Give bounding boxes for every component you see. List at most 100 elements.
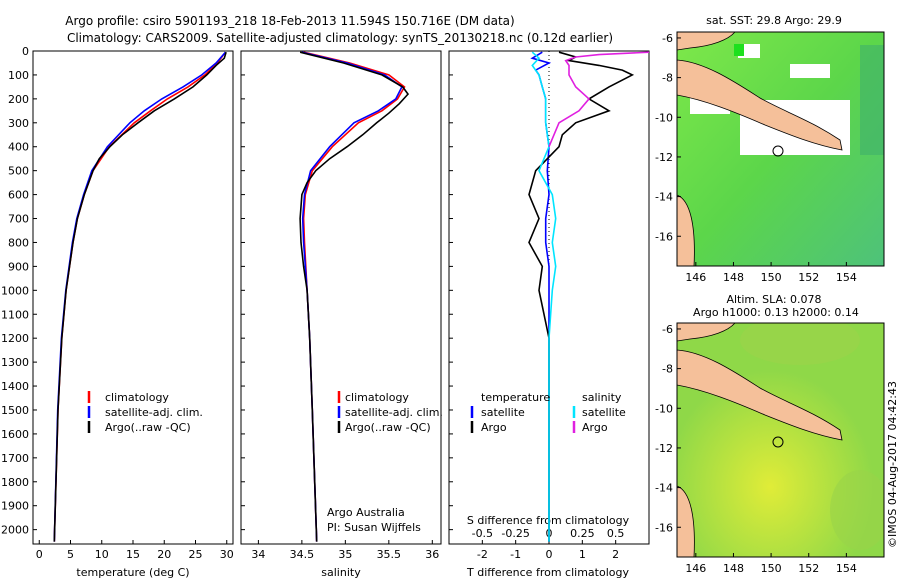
- depth-tick-label: 200: [8, 93, 29, 106]
- t-difference-xlabel: T difference from climatology: [466, 566, 629, 579]
- map-y-tick-label: -6: [662, 32, 673, 45]
- depth-tick-label: 1100: [1, 308, 29, 321]
- sst-field: [677, 32, 884, 266]
- s-tick-label: -0.5: [472, 527, 493, 540]
- temperature-legend: climatology satellite-adj. clim. Argo(..…: [87, 391, 203, 434]
- x-tick-label: 35: [338, 548, 352, 561]
- temperature-xlabel: temperature (deg C): [76, 566, 189, 579]
- depth-tick-label: 500: [8, 165, 29, 178]
- s-tick-label: 0.25: [570, 527, 595, 540]
- depth-tick-label: 1500: [1, 404, 29, 417]
- sst-map-yticks: -6 -8 -10 -12 -14 -16: [655, 32, 681, 243]
- depth-tick-label: 1300: [1, 356, 29, 369]
- temperature-xticks: 0 5 10 15 20 25 30: [36, 540, 234, 561]
- map-x-tick-label: 154: [836, 562, 857, 575]
- legend-t-argo: Argo: [481, 421, 507, 434]
- map-x-tick-label: 148: [723, 271, 744, 284]
- land-north: [677, 32, 736, 51]
- sla-low-patch: [740, 323, 860, 365]
- sla-map-xticks: 146 148 150 152 154: [685, 553, 857, 575]
- legend-satellite: satellite-adj. clim.: [345, 406, 443, 419]
- legend-salinity-title: salinity: [582, 391, 622, 404]
- sla-argo-marker: [772, 436, 784, 448]
- legend-argo: Argo(..raw -QC): [105, 421, 191, 434]
- map-y-tick-label: -12: [655, 151, 673, 164]
- depth-tick-label: 1600: [1, 428, 29, 441]
- x-tick-label: -1: [510, 548, 521, 561]
- x-tick-label: 0: [546, 548, 553, 561]
- legend-satellite: satellite-adj. clim.: [105, 406, 203, 419]
- depth-tick-label: 2000: [1, 524, 29, 537]
- map-x-tick-label: 154: [836, 271, 857, 284]
- land-new-guinea: [677, 59, 843, 151]
- series-line: [548, 51, 650, 148]
- depth-tick-label: 1800: [1, 476, 29, 489]
- depth-tick-label: 0: [22, 45, 29, 58]
- map-x-tick-label: 150: [761, 271, 782, 284]
- depth-tick-label: 1400: [1, 380, 29, 393]
- legend-argo: Argo(..raw -QC): [345, 421, 431, 434]
- sla-map-subtitle: Argo h1000: 0.13 h2000: 0.14: [693, 306, 859, 319]
- map-y-tick-label: -14: [655, 482, 673, 495]
- legend-s-argo: Argo: [582, 421, 608, 434]
- x-tick-label: 34.5: [290, 548, 315, 561]
- legend-temperature-title: temperature: [481, 391, 550, 404]
- depth-tick-label: 300: [8, 117, 29, 130]
- depth-tick-label: 900: [8, 260, 29, 273]
- depth-tick-label: 1200: [1, 332, 29, 345]
- x-tick-label: 2: [612, 548, 619, 561]
- sla-map-yticks: -6 -8 -10 -12 -14 -16: [655, 323, 681, 534]
- salinity-frame: [240, 50, 442, 545]
- map-y-tick-label: -8: [662, 72, 673, 85]
- series-line: [301, 51, 403, 542]
- depth-tick-label: 800: [8, 236, 29, 249]
- depth-tick-label: 700: [8, 213, 29, 226]
- difference-lines: [528, 51, 650, 542]
- map-x-tick-label: 148: [723, 562, 744, 575]
- series-line: [53, 51, 227, 542]
- map-x-tick-label: 146: [685, 562, 706, 575]
- salinity-xticks: 34 34.5 35 35.5 36: [251, 540, 439, 561]
- difference-legend: temperature satellite Argo salinity sate…: [470, 391, 626, 434]
- series-line: [299, 51, 410, 542]
- map-x-tick-label: 146: [685, 271, 706, 284]
- legend-climatology: climatology: [105, 391, 169, 404]
- series-line: [53, 51, 227, 542]
- difference-panel: S difference from climatology T differen…: [448, 50, 650, 579]
- map-y-tick-label: -12: [655, 442, 673, 455]
- temperature-panel: temperature (deg C) 01002003004005006007…: [1, 45, 234, 579]
- map-x-tick-label: 152: [798, 271, 819, 284]
- temperature-lines: [53, 51, 227, 542]
- legend-s-satellite: satellite: [582, 406, 626, 419]
- x-tick-label: 35.5: [377, 548, 402, 561]
- sla-map-frame: [676, 322, 885, 558]
- depth-tick-label: 1000: [1, 284, 29, 297]
- pi-label: PI: Susan Wijffels: [327, 521, 421, 534]
- sla-map: 146 148 150 152 154 -6 -8 -10 -12 -14 -16: [655, 322, 885, 575]
- s-tick-label: -0.25: [501, 527, 529, 540]
- x-tick-label: 20: [157, 548, 171, 561]
- x-tick-label: 25: [189, 548, 203, 561]
- salinity-lines: [299, 51, 410, 542]
- sst-map: 146 148 150 152 154 -6 -8 -10 -12 -14 -16: [655, 31, 885, 284]
- series-line: [528, 51, 635, 542]
- x-tick-label: 5: [67, 548, 74, 561]
- sst-map-title: sat. SST: 29.8 Argo: 29.9: [706, 14, 842, 27]
- sst-cool-patch: [860, 45, 884, 155]
- s-tick-label: 0.5: [607, 527, 625, 540]
- map-y-tick-label: -16: [655, 230, 673, 243]
- sst-cloud-mask: [790, 64, 830, 78]
- x-tick-label: 1: [579, 548, 586, 561]
- map-x-tick-label: 150: [761, 562, 782, 575]
- map-y-tick-label: -14: [655, 191, 673, 204]
- credit-label: ©IMOS 04-Aug-2017 04:42:43: [886, 381, 899, 548]
- series-line: [53, 51, 227, 542]
- legend-t-satellite: satellite: [481, 406, 525, 419]
- salinity-legend: climatology satellite-adj. clim. Argo(..…: [337, 391, 443, 434]
- map-y-tick-label: -16: [655, 521, 673, 534]
- x-tick-label: 0: [36, 548, 43, 561]
- sla-map-title: Altim. SLA: 0.078: [726, 293, 821, 306]
- x-tick-label: 36: [425, 548, 439, 561]
- salinity-panel: salinity 34 34.5 35 35.5 36 climatology sate…: [240, 50, 443, 579]
- title-line-1: Argo profile: csiro 5901193_218 18-Feb-2…: [65, 14, 514, 28]
